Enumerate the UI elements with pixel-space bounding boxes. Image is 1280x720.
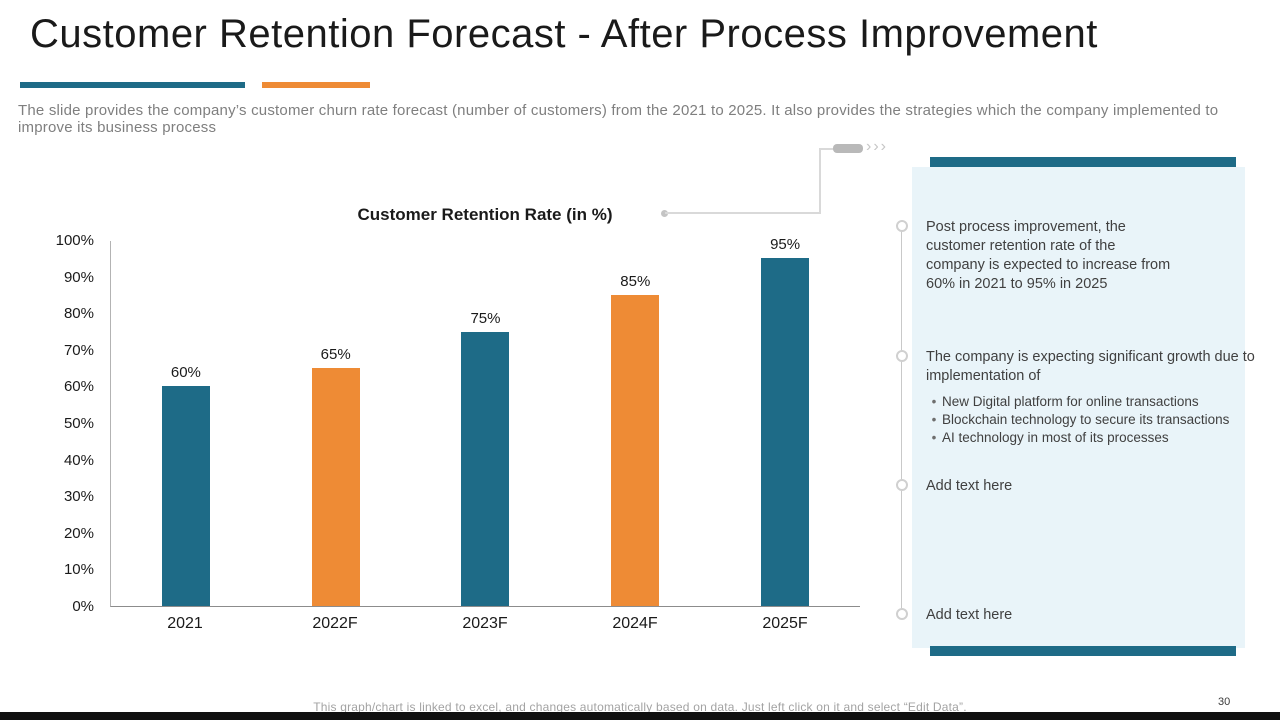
bar-slot: 75% — [411, 309, 561, 606]
connector-pill — [833, 144, 863, 153]
bullet-icon: • — [931, 412, 937, 427]
title-underline-teal — [20, 82, 245, 88]
x-tick-label: 2025F — [762, 615, 808, 632]
timeline-marker-icon — [896, 350, 908, 362]
timeline-line — [901, 222, 902, 613]
bottom-black-bar — [0, 712, 1280, 720]
x-tick-label: 2021 — [167, 615, 203, 632]
bar-2024F[interactable] — [611, 294, 660, 606]
y-tick-label: 20% — [63, 524, 94, 542]
y-tick-label: 40% — [63, 451, 94, 469]
connector-chevrons-icon: ››› — [866, 138, 888, 155]
timeline-marker-icon — [896, 479, 908, 491]
bar-2025F[interactable] — [761, 258, 810, 606]
panel-bullet-list: • New Digital platform for online transac… — [926, 393, 1258, 447]
footer-note: This graph/chart is linked to excel, and… — [313, 700, 967, 714]
bar-value-label: 95% — [770, 236, 801, 254]
notes-panel-background — [912, 167, 1245, 648]
panel-bullet-text: Blockchain technology to secure its tran… — [942, 412, 1230, 427]
bar-2022F[interactable] — [311, 368, 360, 606]
timeline-marker-icon — [896, 220, 908, 232]
chart-plot-row: 0% 10% 20% 30% 40% 50% 60% 70% 80% 90% 100% 60% 65%… — [20, 232, 870, 615]
y-tick-label: 60% — [63, 378, 94, 396]
bar-value-label: 65% — [320, 346, 351, 364]
chart-title: Customer Retention Rate (in %) — [357, 205, 613, 224]
bar-2021[interactable] — [161, 386, 210, 606]
bar-slot: 85% — [560, 273, 710, 606]
panel-placeholder-text[interactable]: Add text here — [926, 477, 1226, 496]
page-number: 30 — [1218, 696, 1231, 708]
panel-item-text: Add text here — [926, 607, 1013, 623]
timeline-marker-icon — [896, 608, 908, 620]
y-tick-label: 0% — [72, 598, 94, 615]
title-underline-orange — [262, 82, 370, 88]
panel-bottom-bar — [930, 646, 1236, 656]
bar-value-label: 85% — [620, 272, 651, 290]
slide-description: The slide provides the company’s custome… — [18, 102, 1219, 136]
connector-line-vertical — [819, 149, 821, 214]
panel-item-text: The company is expecting significant gro… — [926, 349, 1255, 384]
y-tick-label: 50% — [63, 415, 94, 432]
panel-bullet-text: AI technology in most of its processes — [942, 430, 1169, 445]
bullet-icon: • — [931, 430, 937, 445]
panel-item: The company is expecting significant gro… — [926, 348, 1258, 447]
bar-slot: 95% — [710, 236, 860, 606]
panel-top-bar — [930, 157, 1236, 167]
bar-2023F[interactable] — [461, 331, 510, 606]
bar-value-label: 75% — [470, 309, 501, 327]
bar-slot: 65% — [261, 346, 411, 606]
connector-line-top — [819, 148, 835, 150]
x-tick-label: 2024F — [612, 615, 658, 632]
panel-item-text: Post process improvement, the customer r… — [926, 219, 1171, 292]
panel-placeholder-text[interactable]: Add text here — [926, 606, 1226, 625]
panel-bullet: • AI technology in most of its processes — [926, 429, 1258, 447]
y-tick-label: 80% — [63, 305, 94, 323]
bullet-icon: • — [931, 394, 937, 409]
panel-item-text: Add text here — [926, 478, 1013, 494]
connector-dot — [661, 210, 668, 217]
panel-bullet-text: New Digital platform for online transact… — [942, 394, 1199, 409]
x-tick-label: 2023F — [462, 615, 508, 632]
panel-item: Post process improvement, the customer r… — [926, 218, 1176, 294]
y-tick-label: 70% — [63, 341, 94, 359]
x-tick-label: 2022F — [312, 615, 358, 632]
connector-line-horizontal — [665, 212, 821, 214]
y-tick-label: 10% — [63, 561, 94, 579]
y-tick-label: 30% — [63, 488, 94, 506]
panel-bullet: • New Digital platform for online transac… — [926, 393, 1258, 411]
chart-x-axis: 2021 2022F 2023F 2024F 2025F — [110, 607, 860, 633]
bar-value-label: 60% — [170, 364, 201, 382]
y-tick-label: 90% — [63, 268, 94, 286]
chart-y-axis: 0% 10% 20% 30% 40% 50% 60% 70% 80% 90% 100% — [20, 232, 110, 615]
notes-timeline: Post process improvement, the customer r… — [885, 168, 1257, 656]
retention-bar-chart[interactable]: Customer Retention Rate (in %) 0% 10% 20% 3… — [20, 205, 870, 633]
page-title: Customer Retention Forecast - After Proc… — [30, 12, 1098, 56]
panel-bullet: • Blockchain technology to secure its tra… — [926, 411, 1258, 429]
chart-plot-area[interactable]: 60% 65% 75% 85% 95% — [110, 236, 860, 607]
bar-slot: 60% — [111, 364, 261, 606]
y-tick-label: 100% — [55, 232, 94, 249]
